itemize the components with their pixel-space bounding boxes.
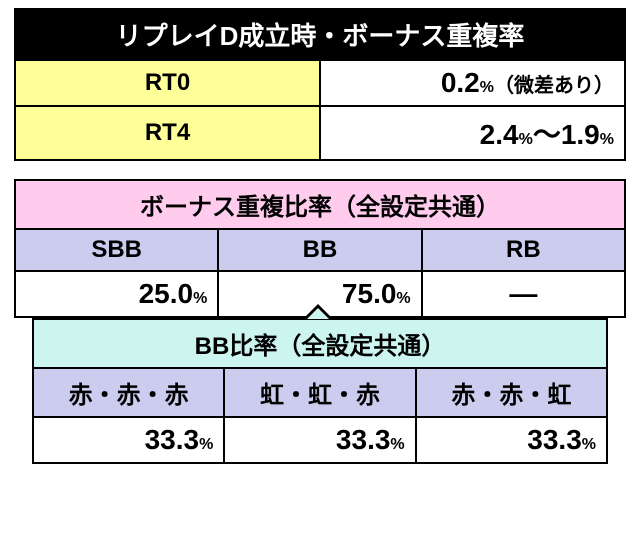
v1-unit: % <box>390 436 404 453</box>
rt0-num: 0.2 <box>441 67 480 98</box>
v0: 33.3% <box>33 417 224 463</box>
v2-num: 33.3 <box>527 424 582 455</box>
table-row: RT0 0.2%（微差あり） <box>15 60 625 106</box>
table-row: RT4 2.4%〜1.9% <box>15 106 625 160</box>
v0-num: 33.3 <box>145 424 200 455</box>
rt4-unit1: % <box>519 131 533 148</box>
rt0-note: （微差あり） <box>494 75 614 97</box>
col-aka2n: 赤・赤・虹 <box>416 368 607 417</box>
v1-num: 33.3 <box>336 424 391 455</box>
table-replay-d-rate: リプレイD成立時・ボーナス重複率 RT0 0.2%（微差あり） RT4 2.4%… <box>14 8 626 161</box>
sbb-unit: % <box>193 290 207 307</box>
table3-title: BB比率（全設定共通） <box>33 319 607 368</box>
col-bb: BB <box>218 229 421 271</box>
col-sbb: SBB <box>15 229 218 271</box>
bb-subtable-wrap: BB比率（全設定共通） 赤・赤・赤 虹・虹・赤 赤・赤・虹 33.3% 33.3… <box>14 318 626 464</box>
table-bonus-ratio: ボーナス重複比率（全設定共通） SBB BB RB 25.0% 75.0% ― <box>14 179 626 318</box>
table-row: 赤・赤・赤 虹・虹・赤 赤・赤・虹 <box>33 368 607 417</box>
rt4-unit2: % <box>600 131 614 148</box>
pointer-icon-inner <box>307 308 329 319</box>
rb-val: ― <box>422 271 625 317</box>
table-row: SBB BB RB <box>15 229 625 271</box>
v2: 33.3% <box>416 417 607 463</box>
rb-dash: ― <box>509 278 537 309</box>
v1: 33.3% <box>224 417 415 463</box>
rt4-value: 2.4%〜1.9% <box>320 106 625 160</box>
v2-unit: % <box>582 436 596 453</box>
table2-title: ボーナス重複比率（全設定共通） <box>15 180 625 229</box>
table-bb-ratio: BB比率（全設定共通） 赤・赤・赤 虹・虹・赤 赤・赤・虹 33.3% 33.3… <box>32 318 608 464</box>
table-row: 33.3% 33.3% 33.3% <box>33 417 607 463</box>
table1-title: リプレイD成立時・ボーナス重複率 <box>15 9 625 60</box>
bb-num: 75.0 <box>342 278 397 309</box>
sbb-val: 25.0% <box>15 271 218 317</box>
col-niji2a: 虹・虹・赤 <box>224 368 415 417</box>
rt0-label: RT0 <box>15 60 320 106</box>
rt4-label: RT4 <box>15 106 320 160</box>
col-rb: RB <box>422 229 625 271</box>
rt4-sep: 〜 <box>533 119 561 150</box>
rt0-unit: % <box>480 79 494 96</box>
v0-unit: % <box>199 436 213 453</box>
rt4-lo: 2.4 <box>480 119 519 150</box>
rt0-value: 0.2%（微差あり） <box>320 60 625 106</box>
rt4-hi: 1.9 <box>561 119 600 150</box>
col-aka3: 赤・赤・赤 <box>33 368 224 417</box>
sbb-num: 25.0 <box>139 278 194 309</box>
bb-unit: % <box>396 290 410 307</box>
